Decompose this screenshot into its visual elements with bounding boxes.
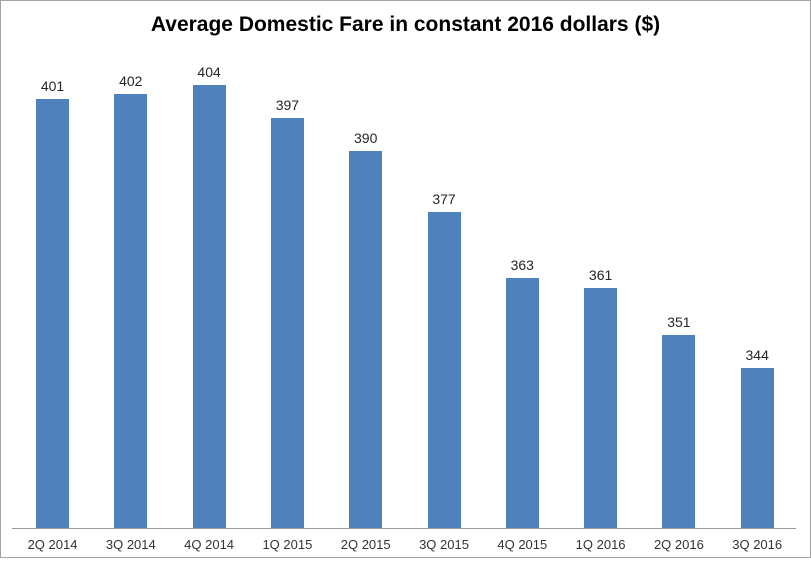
bar-1q-2015 bbox=[270, 118, 304, 528]
bar-1q-2016 bbox=[584, 288, 618, 528]
data-label-2q-2016: 351 bbox=[667, 314, 691, 330]
bar-3q-2016 bbox=[740, 368, 774, 528]
data-label-1q-2016: 361 bbox=[588, 267, 613, 283]
data-label-2q-2015: 390 bbox=[354, 130, 378, 146]
x-axis-tick-label-3q-2014: 3Q 2014 bbox=[105, 537, 156, 552]
data-label-3q-2016: 344 bbox=[745, 347, 769, 363]
x-axis-tick-label-1q-2016: 1Q 2016 bbox=[575, 537, 626, 552]
bar-3q-2015 bbox=[427, 212, 461, 528]
x-axis-tick-label-1q-2015: 1Q 2015 bbox=[262, 537, 313, 552]
data-label-3q-2014: 402 bbox=[119, 73, 143, 89]
data-label-3q-2015: 377 bbox=[432, 191, 456, 207]
x-axis-tick-label-4q-2015: 4Q 2015 bbox=[497, 537, 548, 552]
x-axis-tick-label-4q-2014: 4Q 2014 bbox=[184, 537, 235, 552]
x-axis-tick-label-2q-2016: 2Q 2016 bbox=[653, 537, 704, 552]
x-axis-tick-label-2q-2014: 2Q 2014 bbox=[27, 537, 78, 552]
data-label-4q-2015: 363 bbox=[510, 257, 534, 273]
bar-4q-2014 bbox=[192, 85, 226, 528]
plot-area: 401 2Q 2014 402 3Q 2014 404 4Q 2014 397 1Q 2015… bbox=[12, 64, 796, 552]
data-label-1q-2015: 397 bbox=[275, 97, 300, 113]
x-axis-tick-label-3q-2016: 3Q 2016 bbox=[732, 537, 783, 552]
bar-2q-2015 bbox=[349, 151, 383, 528]
bar-3q-2014 bbox=[114, 94, 148, 528]
x-axis-tick-label-2q-2015: 2Q 2015 bbox=[340, 537, 391, 552]
x-axis-line bbox=[12, 528, 796, 529]
bar-2q-2014 bbox=[36, 99, 69, 528]
chart-title: Average Domestic Fare in constant 2016 d… bbox=[150, 13, 661, 36]
bar-2q-2016 bbox=[662, 335, 696, 528]
data-label-4q-2014: 404 bbox=[197, 64, 221, 80]
bar-4q-2015 bbox=[505, 278, 539, 528]
x-axis-tick-label-3q-2015: 3Q 2015 bbox=[419, 537, 469, 552]
data-label-2q-2014: 401 bbox=[40, 78, 65, 94]
